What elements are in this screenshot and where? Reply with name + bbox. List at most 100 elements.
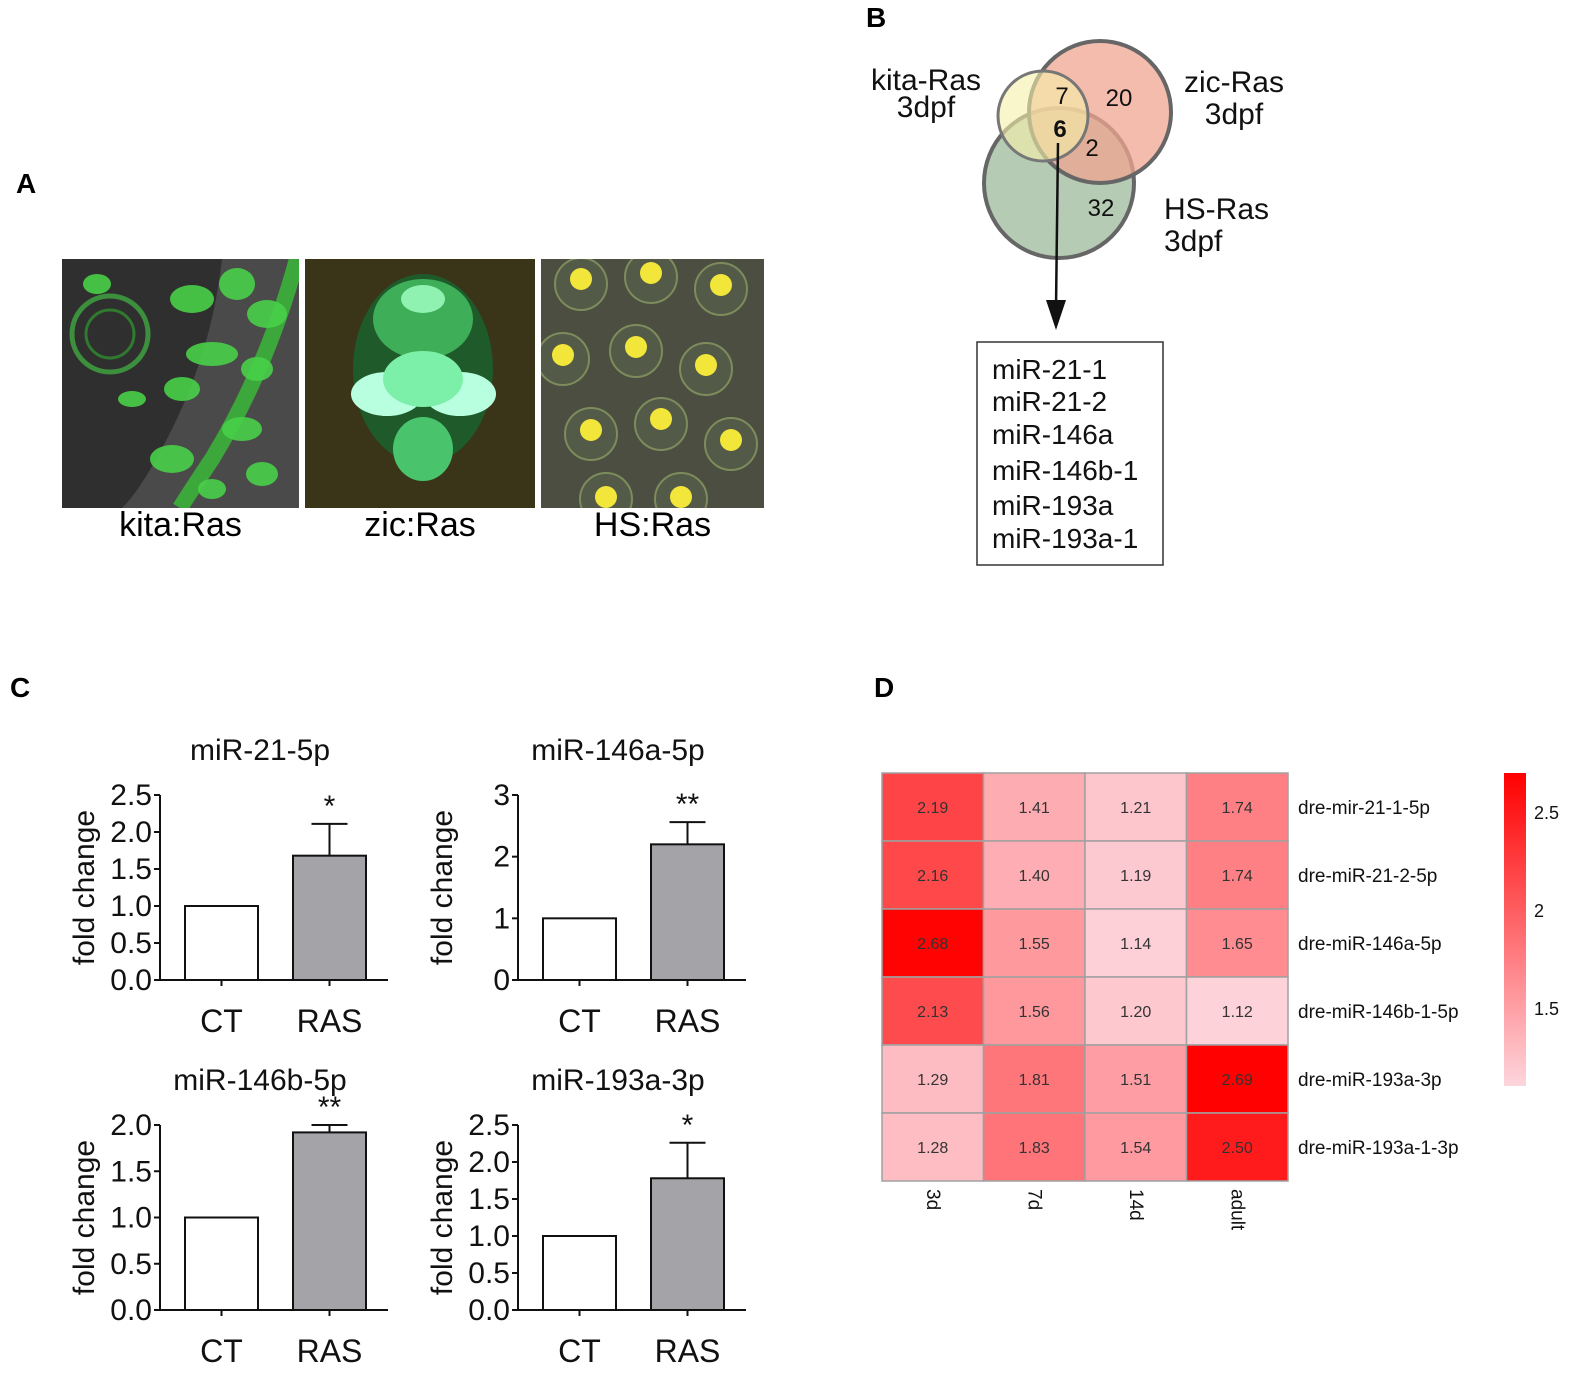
significance-label: * bbox=[682, 1109, 694, 1142]
y-tick-label: 1.5 bbox=[110, 853, 152, 886]
heatmap-cell-value: 1.51 bbox=[1120, 1072, 1151, 1089]
panel-letter-a: A bbox=[16, 168, 37, 199]
heatmap-cell bbox=[1185, 772, 1289, 842]
y-tick-label: 0.5 bbox=[468, 1257, 510, 1290]
heatmap-cell-value: 1.20 bbox=[1120, 1004, 1151, 1021]
y-tick-label: 1 bbox=[493, 902, 510, 935]
hs-ras-caption: HS:Ras bbox=[593, 506, 712, 544]
x-tick-label: CT bbox=[558, 1333, 601, 1369]
venn-count-zic-only: 20 bbox=[1106, 85, 1133, 112]
venn-count-hs-only: 32 bbox=[1088, 195, 1115, 222]
panel-letter-d: D bbox=[874, 672, 895, 703]
heatmap-row-label: dre-miR-21-2-5p bbox=[1298, 866, 1437, 887]
heatmap-cell bbox=[1185, 1112, 1289, 1182]
significance-label: ** bbox=[676, 788, 700, 821]
heatmap-cell bbox=[1084, 1112, 1188, 1182]
heatmap-row-label: dre-mir-21-1-5p bbox=[1298, 798, 1430, 819]
kita-ras-fluorescence-image bbox=[62, 259, 299, 508]
heatmap-cell-value: 1.29 bbox=[917, 1072, 948, 1089]
y-tick-label: 2 bbox=[493, 841, 510, 874]
zic-ras-fluorescence-image bbox=[305, 259, 535, 508]
venn-count-kita-zic: 7 bbox=[1055, 83, 1068, 110]
x-tick-label: RAS bbox=[297, 1003, 363, 1039]
mirna-list-item: miR-193a-1 bbox=[992, 523, 1138, 554]
heatmap-cell-value: 1.65 bbox=[1222, 936, 1253, 953]
bar-ras bbox=[650, 843, 725, 982]
bar-ras bbox=[292, 1131, 367, 1312]
y-tick-label: 1.0 bbox=[110, 1202, 152, 1235]
venn-count-all-three: 6 bbox=[1053, 116, 1066, 143]
heatmap-cell bbox=[881, 1112, 985, 1182]
y-tick-label: 1.5 bbox=[468, 1183, 510, 1216]
x-tick-label: RAS bbox=[655, 1333, 721, 1369]
heatmap-cell-value: 1.12 bbox=[1222, 1004, 1253, 1021]
venn-label-kita-line1: kita-Ras bbox=[871, 64, 981, 97]
heatmap-cell bbox=[982, 840, 1086, 910]
bar-chart-mir-193a-3p: miR-193a-3p fold change 0.0 0.5 1.0 1.5 2.0 2.5… bbox=[426, 1064, 746, 1369]
heatmap-cell bbox=[1084, 840, 1188, 910]
heatmap-cell-value: 1.41 bbox=[1019, 800, 1050, 817]
heatmap-column-label: 3d bbox=[922, 1189, 943, 1210]
bar-ct bbox=[542, 917, 617, 981]
venn-label-zic-line1: zic-Ras bbox=[1184, 66, 1284, 99]
heatmap-row-label: dre-miR-146a-5p bbox=[1298, 934, 1442, 955]
mirna-list-item: miR-21-2 bbox=[992, 386, 1107, 417]
heatmap-cell-value: 1.54 bbox=[1120, 1140, 1151, 1157]
y-tick-label: 0.0 bbox=[110, 964, 152, 997]
colorbar-tick-label: 1.5 bbox=[1534, 999, 1559, 1019]
y-tick-label: 2.5 bbox=[468, 1109, 510, 1142]
y-axis-label: fold change bbox=[68, 1140, 101, 1295]
venn-arrow-head bbox=[1046, 300, 1066, 330]
y-tick-label: 0 bbox=[493, 964, 510, 997]
venn-label-hs-line1: HS-Ras bbox=[1164, 193, 1269, 226]
heatmap-cell-value: 1.74 bbox=[1222, 868, 1253, 885]
kita-ras-caption: kita:Ras bbox=[119, 506, 242, 544]
significance-label: * bbox=[324, 790, 336, 823]
mirna-list-item: miR-193a bbox=[992, 490, 1114, 521]
heatmap-cell-value: 1.21 bbox=[1120, 800, 1151, 817]
y-axis-label: fold change bbox=[68, 810, 101, 965]
bar-chart-mir-146b-5p: miR-146b-5p fold change 0.0 0.5 1.0 1.5 2.0 CT R… bbox=[68, 1064, 388, 1369]
x-tick-label: RAS bbox=[297, 1333, 363, 1369]
heatmap-cell bbox=[881, 840, 985, 910]
venn-label-hs-line2: 3dpf bbox=[1164, 225, 1223, 258]
panel-letter-c: C bbox=[10, 672, 31, 703]
heatmap-cell-value: 2.16 bbox=[917, 868, 948, 885]
heatmap-cell-value: 2.68 bbox=[917, 936, 948, 953]
heatmap-cell bbox=[1084, 772, 1188, 842]
mirna-list-box bbox=[976, 341, 1164, 566]
colorbar-tick-label: 2.5 bbox=[1534, 803, 1559, 823]
heatmap-cell bbox=[982, 1112, 1086, 1182]
chart-title: miR-146a-5p bbox=[531, 734, 704, 767]
bar-ras bbox=[650, 1177, 725, 1311]
venn-arrow-line bbox=[1054, 142, 1060, 309]
venn-label-kita-line2: 3dpf bbox=[897, 91, 956, 124]
heatmap-cell-value: 1.14 bbox=[1120, 936, 1151, 953]
y-axis-label: fold change bbox=[426, 1140, 459, 1295]
heatmap-cell bbox=[1185, 840, 1289, 910]
x-tick-label: CT bbox=[200, 1003, 243, 1039]
heatmap-cell-value: 2.69 bbox=[1222, 1072, 1253, 1089]
y-tick-label: 3 bbox=[493, 779, 510, 812]
mirna-list-item: miR-146a bbox=[992, 419, 1114, 450]
mirna-list-item: miR-146b-1 bbox=[992, 455, 1138, 486]
heatmap-cell-value: 1.81 bbox=[1019, 1072, 1050, 1089]
heatmap-column-label: adult bbox=[1226, 1189, 1247, 1231]
y-tick-label: 0.0 bbox=[468, 1294, 510, 1327]
chart-title: miR-146b-5p bbox=[173, 1064, 346, 1097]
venn-circle-kita bbox=[996, 69, 1090, 163]
bar-chart-mir-146a-5p: miR-146a-5p fold change 0 1 2 3 CT RAS ** bbox=[426, 734, 746, 1039]
venn-diagram: kita-Ras 3dpf zic-Ras 3dpf HS-Ras 3dpf 7… bbox=[871, 39, 1284, 566]
heatmap-cell-value: 2.50 bbox=[1222, 1140, 1253, 1157]
y-tick-label: 2.0 bbox=[110, 816, 152, 849]
heatmap-cell bbox=[1084, 908, 1188, 978]
heatmap-cell-value: 2.19 bbox=[917, 800, 948, 817]
heatmap-row-label: dre-miR-193a-3p bbox=[1298, 1070, 1442, 1091]
heatmap-cell-value: 1.74 bbox=[1222, 800, 1253, 817]
heatmap-cell bbox=[881, 772, 985, 842]
mirna-list-item: miR-21-1 bbox=[992, 354, 1107, 385]
bar-ct bbox=[184, 1216, 259, 1311]
bar-ct bbox=[542, 1235, 617, 1311]
panel-letter-b: B bbox=[866, 2, 887, 33]
heatmap-column-label: 14d bbox=[1125, 1189, 1146, 1221]
